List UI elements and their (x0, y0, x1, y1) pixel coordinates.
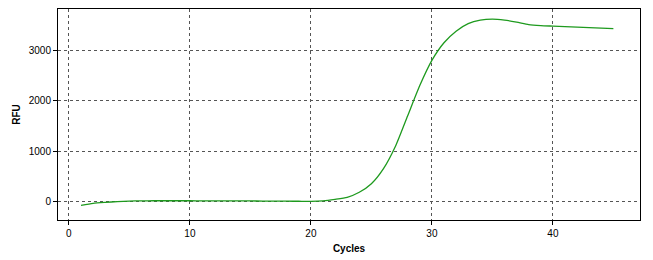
svg-text:20: 20 (305, 228, 317, 239)
svg-text:40: 40 (547, 228, 559, 239)
svg-text:10: 10 (184, 228, 196, 239)
svg-text:0: 0 (45, 196, 51, 207)
svg-text:Cycles: Cycles (333, 243, 366, 254)
svg-text:3000: 3000 (29, 45, 52, 56)
svg-text:RFU: RFU (11, 104, 22, 125)
svg-text:1000: 1000 (29, 146, 52, 157)
svg-text:0: 0 (66, 228, 72, 239)
svg-text:30: 30 (426, 228, 438, 239)
svg-text:2000: 2000 (29, 95, 52, 106)
